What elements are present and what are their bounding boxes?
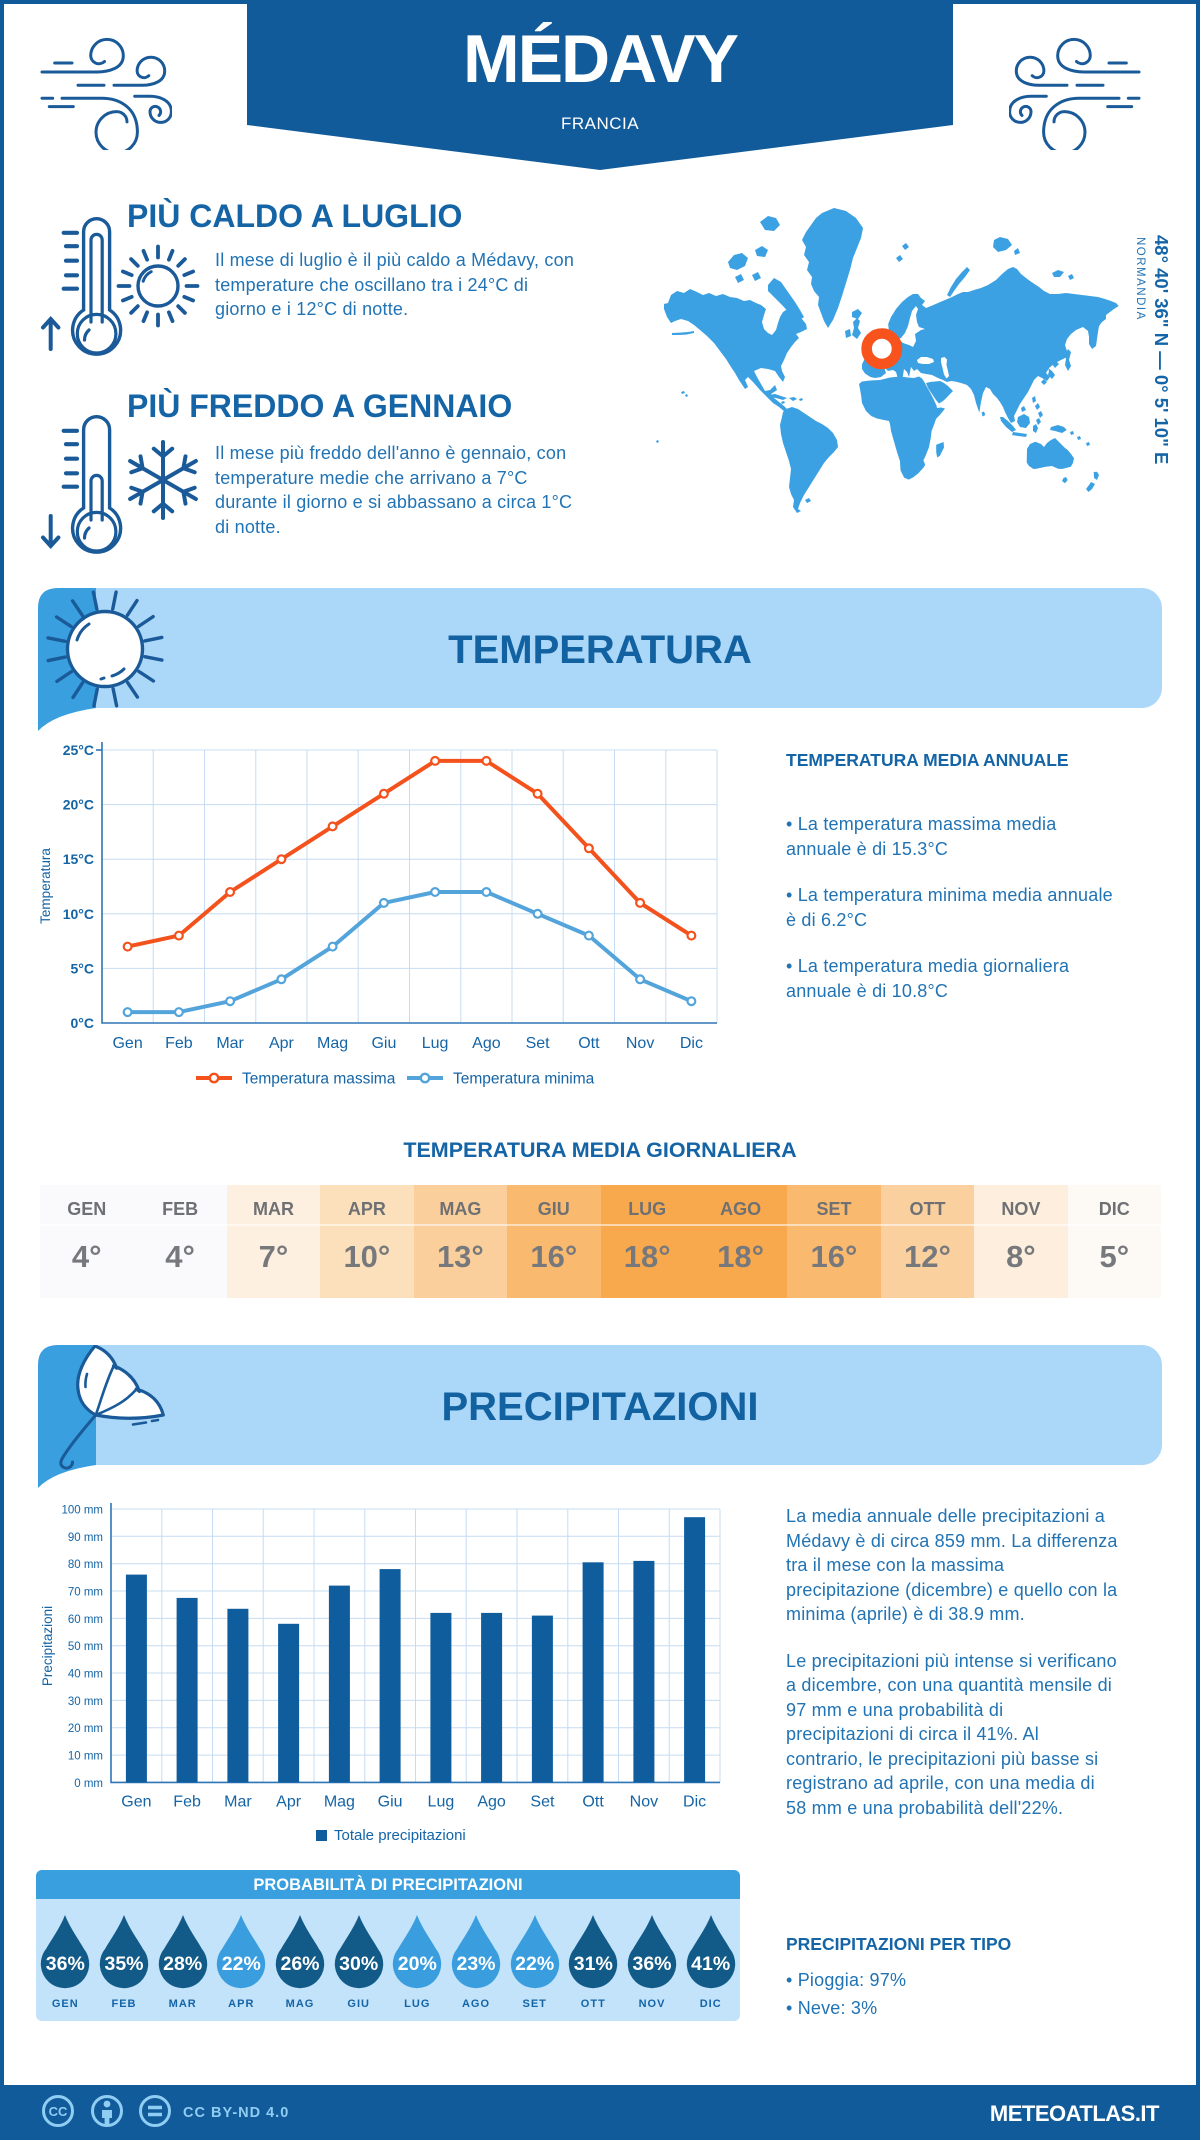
- svg-text:10°C: 10°C: [63, 906, 94, 922]
- svg-text:Ago: Ago: [477, 1793, 506, 1810]
- svg-text:Temperatura: Temperatura: [38, 848, 53, 924]
- svg-text:Temperatura minima: Temperatura minima: [453, 1071, 595, 1088]
- svg-text:Precipitazioni: Precipitazioni: [40, 1606, 55, 1686]
- svg-text:Nov: Nov: [630, 1793, 658, 1810]
- svg-text:Feb: Feb: [165, 1035, 193, 1052]
- svg-text:60 mm: 60 mm: [68, 1614, 103, 1626]
- svg-text:30 mm: 30 mm: [68, 1696, 103, 1708]
- svg-text:Giu: Giu: [371, 1035, 396, 1052]
- svg-text:Mar: Mar: [224, 1793, 252, 1810]
- svg-text:10 mm: 10 mm: [68, 1751, 103, 1763]
- svg-text:50 mm: 50 mm: [68, 1641, 103, 1653]
- svg-text:Dic: Dic: [683, 1793, 706, 1810]
- svg-text:Mag: Mag: [317, 1035, 348, 1052]
- svg-text:Nov: Nov: [626, 1035, 654, 1052]
- svg-text:90 mm: 90 mm: [68, 1532, 103, 1544]
- svg-text:Gen: Gen: [121, 1793, 151, 1810]
- svg-text:Feb: Feb: [173, 1793, 201, 1810]
- svg-text:CC BY-ND 4.0: CC BY-ND 4.0: [183, 2105, 289, 2121]
- svg-text:Totale precipitazioni: Totale precipitazioni: [334, 1827, 466, 1844]
- svg-text:15°C: 15°C: [63, 851, 94, 867]
- svg-text:Temperatura massima: Temperatura massima: [242, 1071, 396, 1088]
- svg-text:Lug: Lug: [428, 1793, 455, 1810]
- svg-text:20 mm: 20 mm: [68, 1723, 103, 1735]
- svg-text:Giu: Giu: [378, 1793, 403, 1810]
- svg-text:20°C: 20°C: [63, 797, 94, 813]
- svg-text:Ago: Ago: [472, 1035, 501, 1052]
- svg-text:Apr: Apr: [276, 1793, 302, 1810]
- svg-text:Set: Set: [526, 1035, 551, 1052]
- svg-text:Apr: Apr: [269, 1035, 295, 1052]
- svg-text:100 mm: 100 mm: [61, 1505, 103, 1517]
- svg-text:Dic: Dic: [680, 1035, 703, 1052]
- svg-text:0 mm: 0 mm: [74, 1778, 103, 1790]
- svg-text:40 mm: 40 mm: [68, 1669, 103, 1681]
- svg-text:Mag: Mag: [324, 1793, 355, 1810]
- svg-text:Set: Set: [530, 1793, 555, 1810]
- svg-text:5°C: 5°C: [71, 960, 95, 976]
- svg-text:Ott: Ott: [582, 1793, 604, 1810]
- svg-text:80 mm: 80 mm: [68, 1559, 103, 1571]
- svg-text:Ott: Ott: [578, 1035, 600, 1052]
- svg-text:Gen: Gen: [112, 1035, 142, 1052]
- svg-text:Mar: Mar: [216, 1035, 244, 1052]
- svg-text:70 mm: 70 mm: [68, 1587, 103, 1599]
- svg-text:CC: CC: [49, 2104, 68, 2119]
- svg-text:0°C: 0°C: [71, 1015, 95, 1031]
- svg-text:Lug: Lug: [422, 1035, 449, 1052]
- svg-text:25°C: 25°C: [63, 742, 94, 758]
